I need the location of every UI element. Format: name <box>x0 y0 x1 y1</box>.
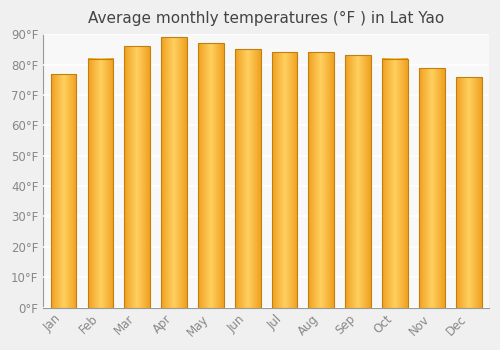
Bar <box>456 77 481 308</box>
Bar <box>382 58 408 308</box>
Bar <box>272 52 297 308</box>
Bar <box>50 74 76 308</box>
Bar <box>88 58 114 308</box>
Bar <box>124 47 150 308</box>
Bar <box>235 49 260 308</box>
Bar <box>419 68 444 308</box>
Title: Average monthly temperatures (°F ) in Lat Yao: Average monthly temperatures (°F ) in La… <box>88 11 444 26</box>
Bar <box>346 56 371 308</box>
Bar <box>308 52 334 308</box>
Bar <box>198 43 224 308</box>
Bar <box>161 37 187 308</box>
